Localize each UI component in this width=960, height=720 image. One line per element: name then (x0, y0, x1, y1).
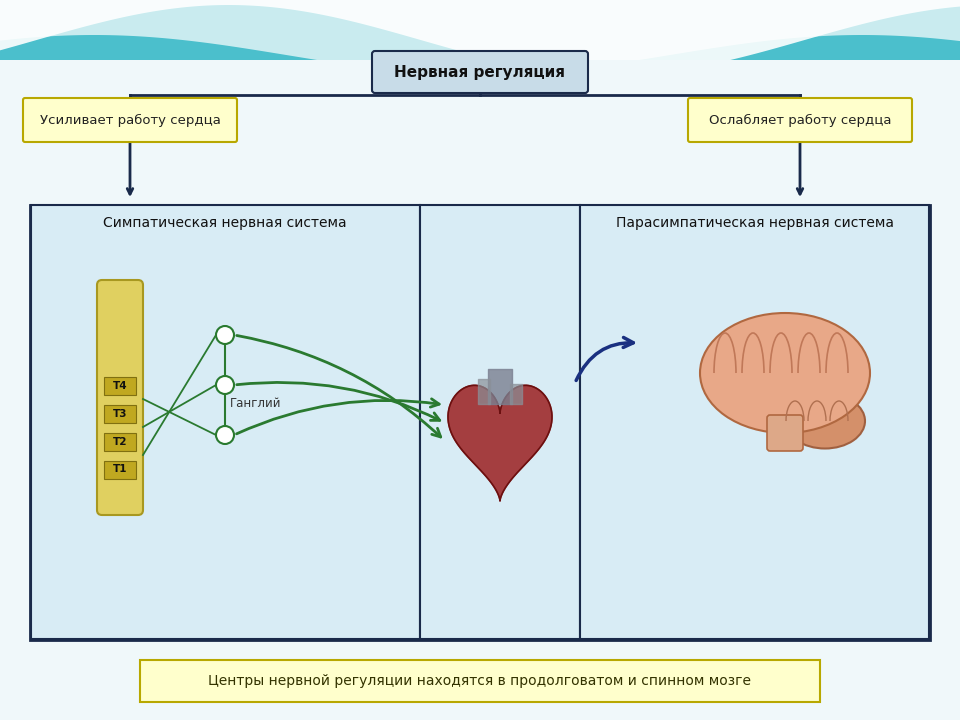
Ellipse shape (785, 394, 865, 449)
FancyBboxPatch shape (97, 280, 143, 515)
Text: Центры нервной регуляции находятся в продолговатом и спинном мозге: Центры нервной регуляции находятся в про… (208, 674, 752, 688)
FancyBboxPatch shape (767, 415, 803, 451)
Polygon shape (0, 0, 960, 140)
Text: Нервная регуляция: Нервная регуляция (395, 65, 565, 79)
Text: Симпатическая нервная система: Симпатическая нервная система (103, 216, 347, 230)
FancyBboxPatch shape (23, 98, 237, 142)
Polygon shape (0, 60, 960, 720)
FancyBboxPatch shape (104, 405, 136, 423)
FancyBboxPatch shape (372, 51, 588, 93)
FancyBboxPatch shape (420, 205, 580, 639)
Text: T3: T3 (112, 408, 128, 418)
FancyBboxPatch shape (580, 205, 929, 639)
Circle shape (216, 426, 234, 444)
Text: T4: T4 (112, 380, 128, 390)
Text: Парасимпатическая нервная система: Парасимпатическая нервная система (616, 216, 894, 230)
Polygon shape (0, 0, 960, 75)
FancyBboxPatch shape (688, 98, 912, 142)
Text: Ослабляет работу сердца: Ослабляет работу сердца (708, 114, 891, 127)
FancyBboxPatch shape (30, 205, 930, 640)
FancyBboxPatch shape (31, 205, 420, 639)
FancyBboxPatch shape (104, 377, 136, 395)
Text: T2: T2 (112, 436, 128, 446)
Text: T1: T1 (112, 464, 128, 474)
FancyBboxPatch shape (104, 433, 136, 451)
Polygon shape (448, 385, 552, 501)
FancyBboxPatch shape (104, 461, 136, 479)
Circle shape (216, 326, 234, 344)
FancyBboxPatch shape (140, 660, 820, 702)
Polygon shape (0, 0, 960, 75)
Text: Ганглий: Ганглий (230, 397, 281, 410)
Circle shape (216, 376, 234, 394)
Ellipse shape (700, 313, 870, 433)
Text: Усиливает работу сердца: Усиливает работу сердца (39, 114, 221, 127)
